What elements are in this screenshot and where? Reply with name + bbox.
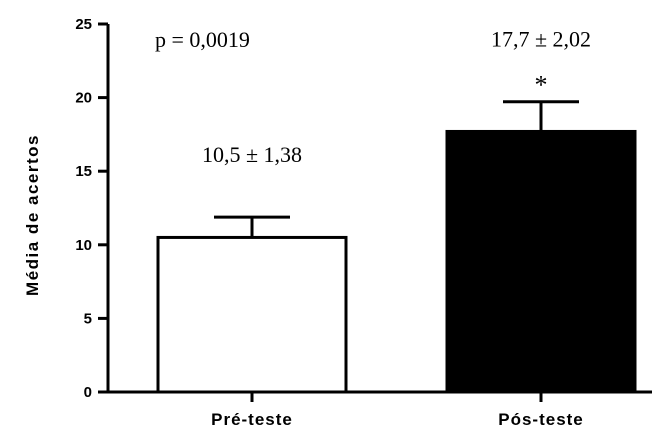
y-tick-label-5: 5 — [84, 310, 92, 327]
bars — [156, 100, 637, 394]
x-tick-label-0: Pré-teste — [211, 410, 293, 429]
y-tick-label-0: 0 — [84, 384, 92, 401]
p-value-annotation: p = 0,0019 — [155, 27, 250, 52]
y-tick-label-25: 25 — [75, 16, 92, 33]
y-axis-label: Média de acertos — [23, 134, 42, 296]
y-tick-label-15: 15 — [75, 163, 92, 180]
bar-1 — [445, 129, 637, 394]
significance-marker: * — [535, 71, 548, 100]
annotations: p = 0,0019 10,5 ± 1,38 17,7 ± 2,02 * — [155, 27, 591, 167]
x-axis: Pré-teste Pós-teste — [106, 390, 652, 429]
bar-value-label-1: 17,7 ± 2,02 — [491, 27, 591, 52]
y-axis: 0 5 10 15 20 25 — [75, 16, 110, 401]
bar-value-label-0: 10,5 ± 1,38 — [202, 142, 302, 167]
y-tick-label-10: 10 — [75, 237, 92, 254]
y-tick-label-20: 20 — [75, 90, 92, 107]
x-tick-label-1: Pós-teste — [498, 410, 584, 429]
bar-0 — [156, 235, 348, 394]
